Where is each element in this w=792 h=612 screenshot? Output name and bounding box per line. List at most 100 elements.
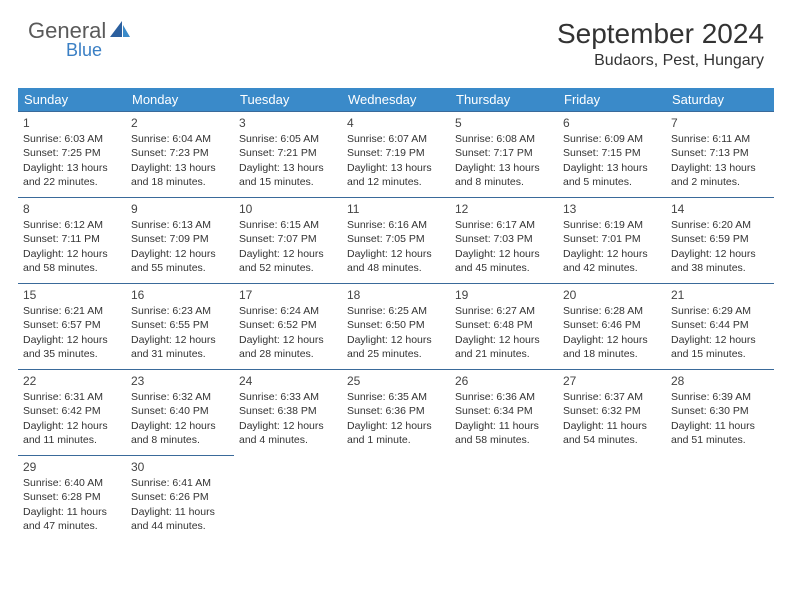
sunrise-text: Sunrise: 6:20 AM (671, 218, 769, 232)
day-cell: 11Sunrise: 6:16 AMSunset: 7:05 PMDayligh… (342, 197, 450, 283)
daylight-text: Daylight: 12 hours and 21 minutes. (455, 333, 553, 361)
header: General Blue September 2024 Budaors, Pes… (0, 0, 792, 78)
sunset-text: Sunset: 7:05 PM (347, 232, 445, 246)
daylight-text: Daylight: 13 hours and 8 minutes. (455, 161, 553, 189)
sunrise-text: Sunrise: 6:09 AM (563, 132, 661, 146)
day-number: 6 (563, 115, 661, 131)
day-number: 11 (347, 201, 445, 217)
day-number: 16 (131, 287, 229, 303)
day-number: 25 (347, 373, 445, 389)
daylight-text: Daylight: 11 hours and 51 minutes. (671, 419, 769, 447)
daylight-text: Daylight: 13 hours and 15 minutes. (239, 161, 337, 189)
sunrise-text: Sunrise: 6:32 AM (131, 390, 229, 404)
sunset-text: Sunset: 7:21 PM (239, 146, 337, 160)
day-cell: 10Sunrise: 6:15 AMSunset: 7:07 PMDayligh… (234, 197, 342, 283)
day-cell: 4Sunrise: 6:07 AMSunset: 7:19 PMDaylight… (342, 111, 450, 197)
sunrise-text: Sunrise: 6:27 AM (455, 304, 553, 318)
sunrise-text: Sunrise: 6:21 AM (23, 304, 121, 318)
day-cell: 6Sunrise: 6:09 AMSunset: 7:15 PMDaylight… (558, 111, 666, 197)
day-cell: 28Sunrise: 6:39 AMSunset: 6:30 PMDayligh… (666, 369, 774, 455)
daylight-text: Daylight: 11 hours and 44 minutes. (131, 505, 229, 533)
sunrise-text: Sunrise: 6:25 AM (347, 304, 445, 318)
daylight-text: Daylight: 12 hours and 35 minutes. (23, 333, 121, 361)
sunset-text: Sunset: 6:32 PM (563, 404, 661, 418)
daylight-text: Daylight: 12 hours and 28 minutes. (239, 333, 337, 361)
day-number: 28 (671, 373, 769, 389)
sunset-text: Sunset: 7:07 PM (239, 232, 337, 246)
sunset-text: Sunset: 6:26 PM (131, 490, 229, 504)
day-header-tuesday: Tuesday (234, 88, 342, 111)
day-number: 8 (23, 201, 121, 217)
sunrise-text: Sunrise: 6:41 AM (131, 476, 229, 490)
day-cell-empty (666, 455, 774, 541)
daylight-text: Daylight: 12 hours and 55 minutes. (131, 247, 229, 275)
daylight-text: Daylight: 12 hours and 4 minutes. (239, 419, 337, 447)
daylight-text: Daylight: 13 hours and 5 minutes. (563, 161, 661, 189)
sunrise-text: Sunrise: 6:12 AM (23, 218, 121, 232)
day-cell: 26Sunrise: 6:36 AMSunset: 6:34 PMDayligh… (450, 369, 558, 455)
day-cell: 24Sunrise: 6:33 AMSunset: 6:38 PMDayligh… (234, 369, 342, 455)
daylight-text: Daylight: 12 hours and 58 minutes. (23, 247, 121, 275)
calendar-grid: SundayMondayTuesdayWednesdayThursdayFrid… (18, 88, 774, 541)
month-title: September 2024 (557, 18, 764, 50)
day-number: 17 (239, 287, 337, 303)
daylight-text: Daylight: 12 hours and 31 minutes. (131, 333, 229, 361)
sunrise-text: Sunrise: 6:28 AM (563, 304, 661, 318)
day-number: 20 (563, 287, 661, 303)
daylight-text: Daylight: 12 hours and 1 minute. (347, 419, 445, 447)
day-number: 26 (455, 373, 553, 389)
day-cell: 2Sunrise: 6:04 AMSunset: 7:23 PMDaylight… (126, 111, 234, 197)
sunset-text: Sunset: 6:34 PM (455, 404, 553, 418)
daylight-text: Daylight: 12 hours and 18 minutes. (563, 333, 661, 361)
day-number: 23 (131, 373, 229, 389)
day-cell: 30Sunrise: 6:41 AMSunset: 6:26 PMDayligh… (126, 455, 234, 541)
day-number: 30 (131, 459, 229, 475)
daylight-text: Daylight: 12 hours and 38 minutes. (671, 247, 769, 275)
daylight-text: Daylight: 13 hours and 12 minutes. (347, 161, 445, 189)
sunrise-text: Sunrise: 6:40 AM (23, 476, 121, 490)
day-cell: 5Sunrise: 6:08 AMSunset: 7:17 PMDaylight… (450, 111, 558, 197)
sunrise-text: Sunrise: 6:04 AM (131, 132, 229, 146)
daylight-text: Daylight: 12 hours and 11 minutes. (23, 419, 121, 447)
day-cell: 20Sunrise: 6:28 AMSunset: 6:46 PMDayligh… (558, 283, 666, 369)
location-text: Budaors, Pest, Hungary (557, 52, 764, 70)
sunset-text: Sunset: 6:59 PM (671, 232, 769, 246)
day-cell: 1Sunrise: 6:03 AMSunset: 7:25 PMDaylight… (18, 111, 126, 197)
day-cell: 14Sunrise: 6:20 AMSunset: 6:59 PMDayligh… (666, 197, 774, 283)
sunrise-text: Sunrise: 6:39 AM (671, 390, 769, 404)
sunrise-text: Sunrise: 6:19 AM (563, 218, 661, 232)
logo-text-blue: Blue (66, 40, 132, 61)
sunset-text: Sunset: 6:30 PM (671, 404, 769, 418)
sunset-text: Sunset: 6:55 PM (131, 318, 229, 332)
day-number: 18 (347, 287, 445, 303)
title-block: September 2024 Budaors, Pest, Hungary (557, 18, 764, 70)
day-number: 1 (23, 115, 121, 131)
day-cell: 29Sunrise: 6:40 AMSunset: 6:28 PMDayligh… (18, 455, 126, 541)
sunrise-text: Sunrise: 6:35 AM (347, 390, 445, 404)
sunset-text: Sunset: 7:09 PM (131, 232, 229, 246)
day-number: 27 (563, 373, 661, 389)
day-cell: 19Sunrise: 6:27 AMSunset: 6:48 PMDayligh… (450, 283, 558, 369)
day-cell-empty (234, 455, 342, 541)
day-cell: 22Sunrise: 6:31 AMSunset: 6:42 PMDayligh… (18, 369, 126, 455)
sunrise-text: Sunrise: 6:08 AM (455, 132, 553, 146)
day-cell: 25Sunrise: 6:35 AMSunset: 6:36 PMDayligh… (342, 369, 450, 455)
sunset-text: Sunset: 6:57 PM (23, 318, 121, 332)
day-number: 3 (239, 115, 337, 131)
sunset-text: Sunset: 7:01 PM (563, 232, 661, 246)
sunset-text: Sunset: 7:19 PM (347, 146, 445, 160)
day-number: 13 (563, 201, 661, 217)
day-cell: 18Sunrise: 6:25 AMSunset: 6:50 PMDayligh… (342, 283, 450, 369)
sunrise-text: Sunrise: 6:15 AM (239, 218, 337, 232)
sunset-text: Sunset: 7:03 PM (455, 232, 553, 246)
day-cell-empty (450, 455, 558, 541)
daylight-text: Daylight: 13 hours and 18 minutes. (131, 161, 229, 189)
sunset-text: Sunset: 6:46 PM (563, 318, 661, 332)
sunset-text: Sunset: 6:38 PM (239, 404, 337, 418)
sunrise-text: Sunrise: 6:23 AM (131, 304, 229, 318)
sunrise-text: Sunrise: 6:33 AM (239, 390, 337, 404)
day-cell: 13Sunrise: 6:19 AMSunset: 7:01 PMDayligh… (558, 197, 666, 283)
day-cell: 21Sunrise: 6:29 AMSunset: 6:44 PMDayligh… (666, 283, 774, 369)
day-cell-empty (558, 455, 666, 541)
day-number: 15 (23, 287, 121, 303)
